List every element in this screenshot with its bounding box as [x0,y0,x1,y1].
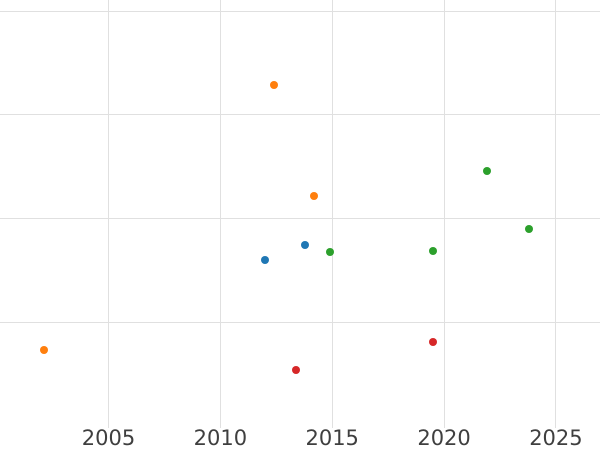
x-tick-mark [108,424,109,428]
x-tick-label: 2015 [305,426,359,450]
red-series-point [428,338,437,347]
plot-area [0,0,600,424]
green-series-point [325,248,334,257]
y-gridline [0,218,600,220]
green-series-point [482,167,491,175]
x-tick-mark [219,424,221,428]
red-series-point [292,366,301,375]
blue-series-point [261,256,270,265]
orange-series-point [39,345,48,354]
x-tick-label: 2005 [81,426,136,450]
x-tick-mark [555,424,557,428]
x-tick-label: 2020 [417,426,471,450]
green-series-point [525,225,534,234]
x-axis: 2005 2010 2015 2020 2025 [0,424,600,450]
x-gridline [108,0,109,424]
x-tick-label: 2025 [529,426,583,450]
y-gridline [0,10,600,12]
y-gridline [0,114,600,116]
x-tick-mark [443,424,445,428]
x-gridline [443,0,445,424]
x-tick-label: 2010 [193,426,248,450]
x-gridline [331,0,333,424]
x-gridline [555,0,557,424]
y-gridline [0,322,600,324]
orange-series-point [270,80,279,89]
green-series-point [428,247,437,255]
x-tick-mark [331,424,333,428]
x-gridline [219,0,221,424]
blue-series-point [301,240,310,249]
orange-series-point [310,191,319,200]
